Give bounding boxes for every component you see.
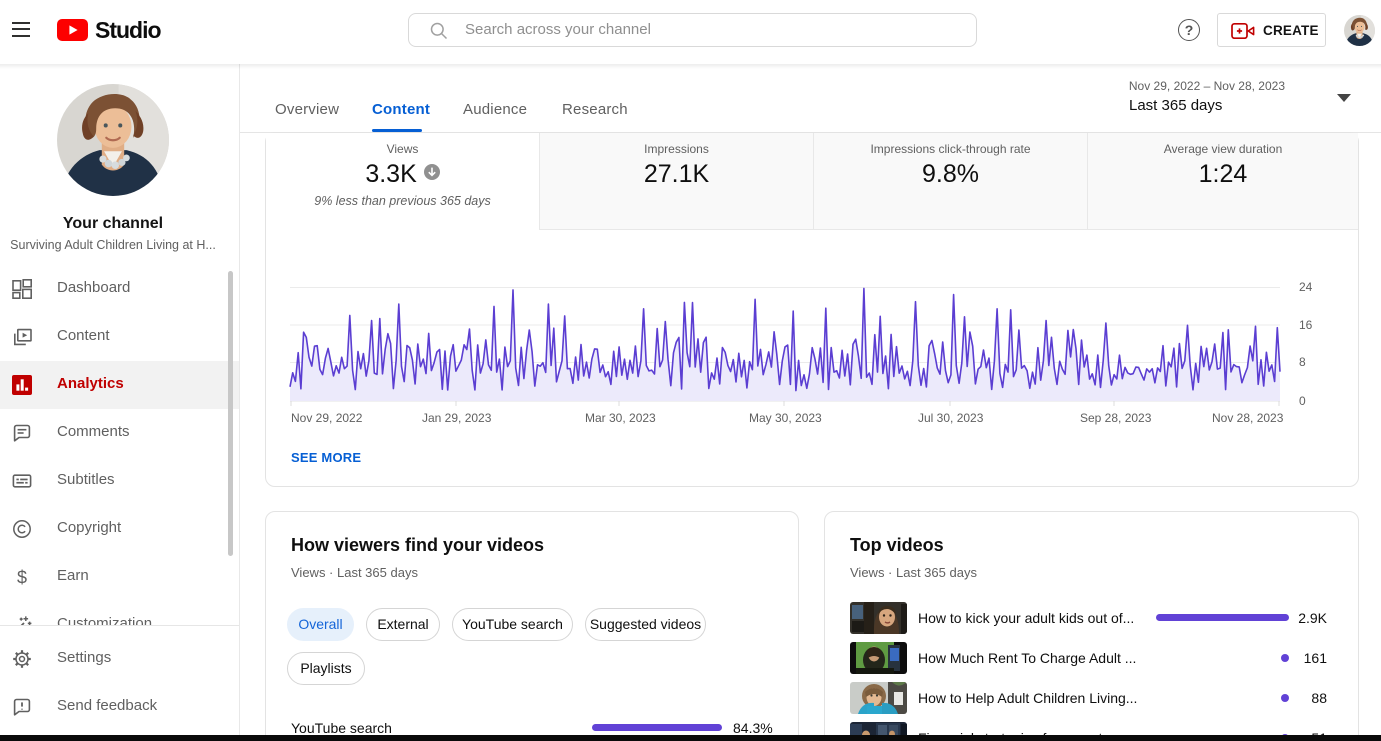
svg-text:$: $	[17, 567, 27, 587]
